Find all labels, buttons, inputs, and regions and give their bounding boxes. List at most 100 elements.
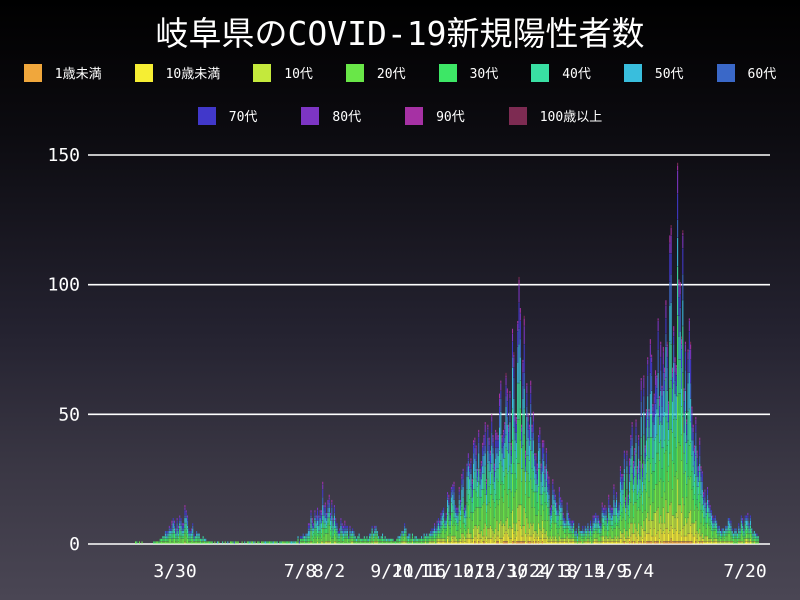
bar — [696, 450, 698, 544]
bar — [558, 486, 560, 544]
legend-label: 70代 — [228, 110, 258, 125]
bar — [540, 463, 542, 544]
bar — [359, 538, 361, 544]
x-tick-label: 3/30 — [153, 561, 196, 582]
bar — [630, 435, 632, 544]
bar — [184, 505, 186, 544]
bar — [609, 505, 611, 544]
bar — [660, 341, 662, 544]
bar — [336, 523, 338, 544]
bar — [288, 541, 290, 544]
bar — [473, 440, 475, 544]
bar — [721, 528, 723, 544]
bar — [249, 541, 251, 544]
bar — [298, 541, 300, 544]
bar — [285, 541, 287, 544]
bar — [392, 538, 394, 544]
bar — [596, 515, 598, 544]
legend-item: 100歳以上 — [508, 106, 602, 125]
bar — [514, 414, 516, 544]
bar — [635, 419, 637, 544]
bar — [350, 531, 352, 544]
bar — [235, 541, 237, 544]
bar — [318, 515, 320, 544]
bar — [289, 541, 291, 544]
legend-swatch-icon — [508, 106, 527, 125]
bar — [619, 466, 621, 544]
bar — [541, 440, 543, 544]
bar — [335, 518, 337, 544]
bar — [448, 494, 450, 544]
bar — [274, 541, 276, 544]
bar — [608, 494, 610, 544]
bar — [227, 541, 229, 544]
legend-item: 10代 — [253, 63, 313, 82]
bar — [275, 541, 277, 544]
bar — [428, 533, 430, 544]
bar — [714, 515, 716, 544]
bar — [557, 510, 559, 544]
bar — [419, 538, 421, 544]
bar — [488, 437, 490, 544]
bar — [371, 525, 373, 544]
bar — [509, 390, 511, 544]
bar — [486, 479, 488, 544]
bar — [207, 541, 209, 544]
bar — [382, 533, 384, 544]
bar — [284, 541, 286, 544]
bar — [291, 541, 293, 544]
bar — [629, 458, 631, 544]
bar — [627, 494, 629, 544]
bar — [649, 339, 651, 544]
bar — [727, 518, 729, 544]
bar — [395, 541, 397, 544]
bar — [272, 541, 274, 544]
bar — [161, 538, 163, 544]
bar — [497, 435, 499, 544]
bar — [320, 510, 322, 544]
bar — [439, 520, 441, 544]
bar — [437, 518, 439, 544]
bar — [410, 538, 412, 544]
legend-label: 80代 — [332, 110, 362, 125]
bar — [301, 536, 303, 544]
bar — [492, 435, 494, 544]
bar — [527, 414, 529, 544]
bar — [720, 531, 722, 544]
bar — [736, 533, 738, 544]
bar — [348, 536, 350, 544]
bar — [363, 536, 365, 544]
bar — [487, 424, 489, 544]
bar — [639, 461, 641, 544]
bar — [254, 541, 256, 544]
legend-swatch-icon — [405, 106, 424, 125]
legend-swatch-icon — [438, 63, 457, 82]
bar — [421, 536, 423, 544]
bar — [701, 471, 703, 544]
bar — [352, 528, 354, 544]
bar — [136, 541, 138, 544]
bar — [456, 507, 458, 544]
bar — [175, 528, 177, 544]
bar — [193, 533, 195, 544]
bar — [389, 538, 391, 544]
bar — [552, 479, 554, 544]
bar — [445, 512, 447, 544]
bar — [406, 536, 408, 544]
legend-swatch-icon — [23, 63, 42, 82]
bar — [450, 486, 452, 544]
bar — [614, 502, 616, 544]
bar — [743, 528, 745, 544]
bar — [252, 541, 254, 544]
bar — [328, 494, 330, 544]
bar — [460, 499, 462, 544]
x-tick-label: 7/20 — [723, 561, 766, 582]
bar — [617, 507, 619, 544]
bar — [561, 499, 563, 544]
bar — [475, 445, 477, 544]
bar — [356, 538, 358, 544]
bar — [431, 528, 433, 544]
bar — [504, 422, 506, 544]
bar — [670, 225, 672, 544]
bar — [679, 282, 681, 544]
